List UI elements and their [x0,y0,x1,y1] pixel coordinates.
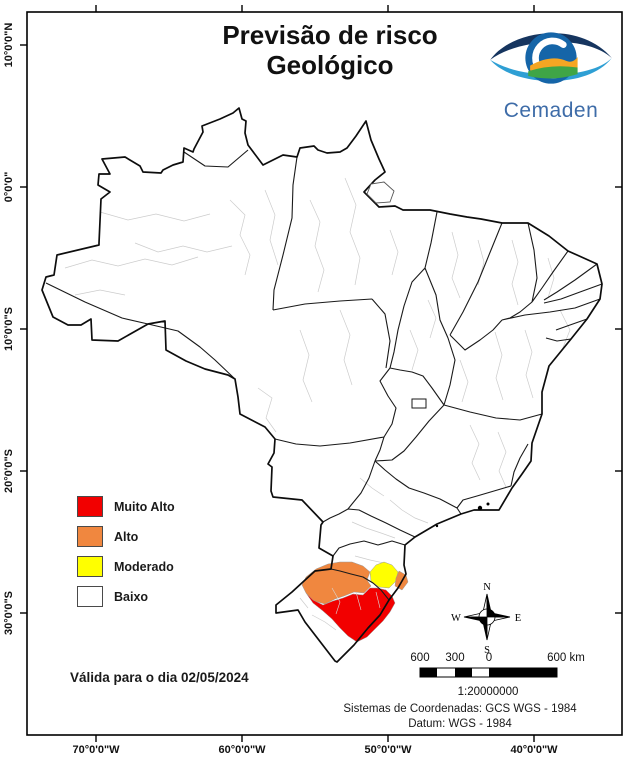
page-title-line2: Geológico [266,50,394,80]
compass-west-label: W [451,613,461,624]
page-title: Previsão de risco Geológico [150,20,510,80]
state-boundaries [45,149,603,601]
scale-label-300: 300 [445,652,464,664]
lon-label-60w: 60°0'0"W [218,744,266,756]
legend-swatch-baixo [77,586,103,607]
scale-label-600km: 600 km [547,652,585,664]
scale-label-600-left: 600 [410,652,429,664]
legend-item-baixo: Baixo [77,586,175,607]
compass-letters: N S W E [451,582,521,656]
legend-swatch-muito-alto [77,496,103,517]
scale-label-0: 0 [486,652,492,664]
legend-item-muito-alto: Muito Alto [77,496,175,517]
lat-label-20s: 20°0'0"S [3,448,15,494]
legend-label-muito-alto: Muito Alto [114,499,175,514]
risk-legend: Muito Alto Alto Moderado Baixo [77,496,175,616]
lon-label-50w: 50°0'0"W [364,744,412,756]
risk-regions [301,561,409,643]
legend-swatch-moderado [77,556,103,577]
page-title-line1: Previsão de risco [222,20,438,50]
legend-label-moderado: Moderado [114,559,174,574]
legend-label-baixo: Baixo [114,589,149,604]
risk-region-muito-alto [305,587,396,643]
lat-label-30s: 30°0'0"S [3,590,15,636]
graticule-ticks [20,5,622,742]
municipal-boundaries [64,177,571,631]
validity-note: Válida para o dia 02/05/2024 [70,670,249,685]
scale-ratio: 1:20000000 [458,686,519,698]
cemaden-eye-icon [490,32,612,84]
map-frame [26,11,623,736]
lat-label-10s: 10°0'0"S [3,306,15,352]
compass-south-label: S [484,645,490,656]
lon-label-70w: 70°0'0"W [72,744,120,756]
cemaden-logo: Cemaden [482,20,620,122]
urban-area-marks [435,502,490,528]
brazil-country-outline [41,107,603,663]
lon-label-40w: 40°0'0"W [510,744,558,756]
marajo-island-outline [366,181,395,204]
compass-east-label: E [515,613,521,624]
lat-label-0: 0°0'0" [3,171,15,203]
legend-label-alto: Alto [114,529,139,544]
scale-bar: 600 300 0 600 km 1:20000000 [410,652,584,698]
coordinate-system-line: Sistemas de Coordenadas: GCS WGS - 1984 [343,703,577,715]
cemaden-logo-text: Cemaden [503,99,599,122]
compass-rose [463,593,511,641]
lat-label-10n: 10°0'0"N [3,22,15,68]
distrito-federal-outline [411,398,427,409]
datum-line: Datum: WGS - 1984 [408,718,512,730]
legend-item-alto: Alto [77,526,175,547]
compass-north-label: N [483,582,491,593]
legend-swatch-alto [77,526,103,547]
legend-item-moderado: Moderado [77,556,175,577]
risk-region-inner-lines [331,587,381,615]
